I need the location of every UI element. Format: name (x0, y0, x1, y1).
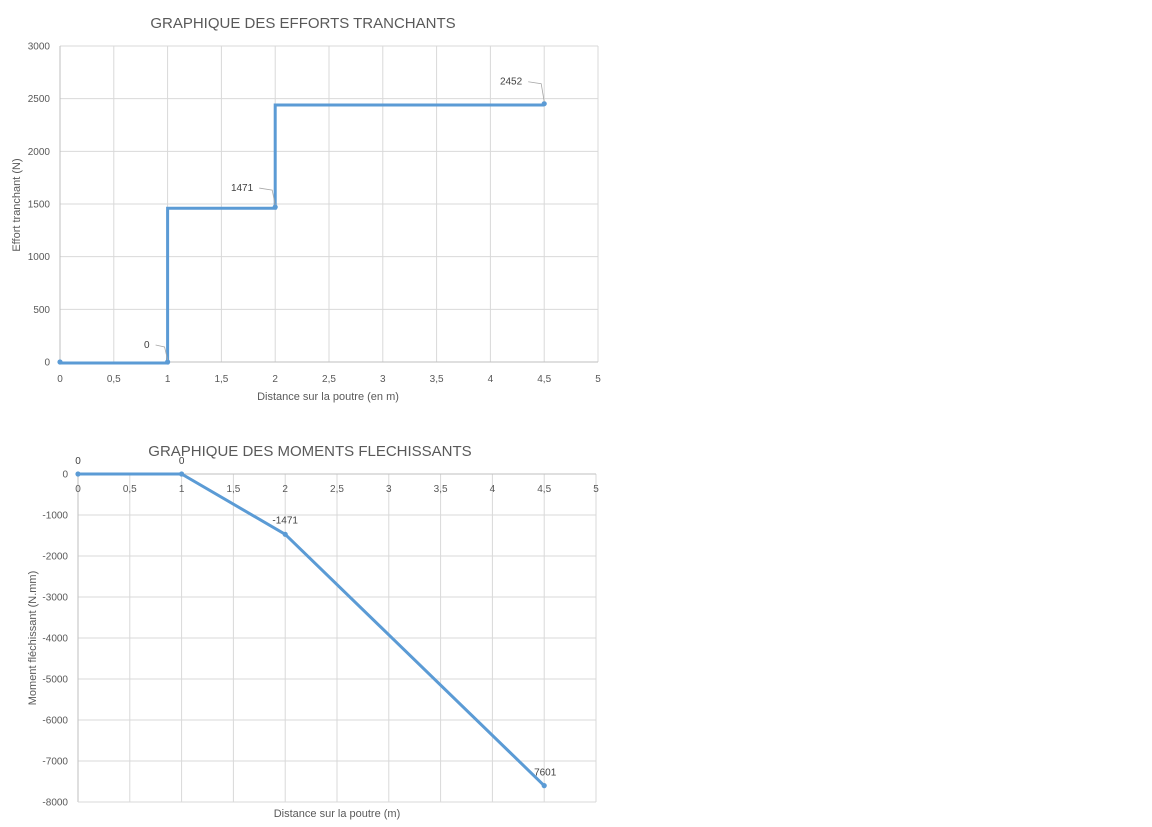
data-label: 7601 (534, 768, 557, 779)
x-tick-label: 4 (490, 484, 496, 495)
x-tick-label: 4,5 (537, 484, 551, 495)
data-label: 2452 (500, 77, 523, 88)
series-line (60, 103, 545, 365)
data-label: -1471 (272, 515, 298, 526)
data-point (57, 359, 63, 365)
series-line (78, 472, 546, 787)
x-tick-label: 2 (272, 374, 278, 385)
data-point (75, 471, 81, 477)
x-tick-label: 3 (386, 484, 392, 495)
data-point (541, 783, 547, 789)
y-tick-label: -2000 (42, 552, 68, 563)
data-point (165, 359, 171, 365)
chart-title: GRAPHIQUE DES EFFORTS TRANCHANTS (150, 15, 455, 32)
y-tick-label: 0 (44, 358, 50, 369)
y-tick-label: -5000 (42, 675, 68, 686)
x-tick-label: 0 (75, 484, 81, 495)
y-tick-label: -4000 (42, 634, 68, 645)
y-tick-label: 2500 (28, 94, 51, 105)
y-tick-label: 3000 (28, 42, 51, 53)
leader-line (528, 81, 545, 102)
y-tick-label: 1500 (28, 200, 51, 211)
y-axis-label: Effort tranchant (N) (11, 158, 23, 251)
data-label: 1471 (231, 183, 254, 194)
x-tick-label: 3,5 (430, 374, 444, 385)
x-tick-label: 3,5 (434, 484, 448, 495)
y-axis-label: Moment fléchissant (N.mm) (27, 571, 39, 705)
y-tick-label: 2000 (28, 147, 51, 158)
leader-line (259, 187, 276, 206)
y-tick-label: -6000 (42, 716, 68, 727)
data-label: 0 (75, 456, 81, 467)
data-point (272, 204, 278, 210)
y-tick-label: 500 (33, 305, 50, 316)
x-tick-label: 0 (57, 374, 63, 385)
x-axis-label: Distance sur la poutre (en m) (257, 391, 399, 403)
y-tick-label: -3000 (42, 593, 68, 604)
y-tick-label: -1000 (42, 511, 68, 522)
y-tick-label: 0 (62, 470, 68, 481)
data-point (179, 471, 185, 477)
data-label: 0 (179, 456, 185, 467)
chart-title: GRAPHIQUE DES MOMENTS FLECHISSANTS (148, 443, 471, 460)
x-tick-label: 5 (595, 374, 601, 385)
x-tick-label: 1,5 (226, 484, 240, 495)
y-tick-label: -7000 (42, 757, 68, 768)
data-label: 0 (144, 340, 150, 351)
shear-force-chart: GRAPHIQUE DES EFFORTS TRANCHANTS 0500100… (11, 15, 601, 403)
data-point (541, 101, 547, 107)
data-point (282, 531, 288, 537)
x-tick-label: 2,5 (330, 484, 344, 495)
x-tick-label: 2 (282, 484, 288, 495)
x-tick-label: 1,5 (214, 374, 228, 385)
x-axis-label: Distance sur la poutre (m) (274, 808, 401, 820)
x-tick-label: 1 (179, 484, 185, 495)
y-tick-label: -8000 (42, 798, 68, 809)
x-tick-label: 4 (488, 374, 494, 385)
y-tick-label: 1000 (28, 252, 51, 263)
x-tick-label: 0,5 (123, 484, 137, 495)
x-tick-label: 3 (380, 374, 386, 385)
x-tick-label: 2,5 (322, 374, 336, 385)
leader-line (155, 344, 168, 361)
x-tick-label: 0,5 (107, 374, 121, 385)
x-tick-label: 1 (165, 374, 171, 385)
x-tick-label: 4,5 (537, 374, 551, 385)
bending-moment-chart: GRAPHIQUE DES MOMENTS FLECHISSANTS 0 -100… (27, 443, 599, 820)
x-tick-label: 5 (593, 484, 599, 495)
